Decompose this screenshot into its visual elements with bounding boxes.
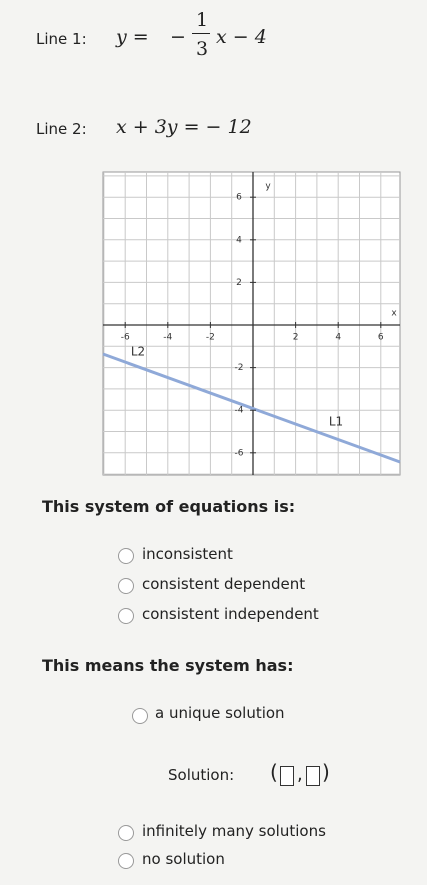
option: no solution [142,850,225,868]
option: consistent dependent [142,575,306,593]
line2-label: Line 2: [36,120,87,138]
comma: , [297,764,303,785]
x-tick-label: -4 [163,333,172,343]
radio-button[interactable] [118,608,134,624]
y-tick-label: 2 [236,278,242,288]
line-label: L1 [329,415,343,429]
x-axis-label: x [391,309,397,319]
fraction-bar [192,33,210,34]
x-tick-label: -6 [121,333,130,343]
y-input[interactable] [306,766,320,786]
radio-button[interactable] [118,578,134,594]
line1-sign: − [170,26,186,48]
x-tick-label: -2 [206,333,215,343]
radio-button[interactable] [132,708,148,724]
y-tick-label: -2 [235,363,244,373]
question1-prompt: This system of equations is: [42,497,296,516]
question2-prompt: This means the system has: [42,656,294,675]
line1-label: Line 1: [36,30,87,48]
option: consistent independent [142,605,319,623]
line1-lhs: y = [116,26,149,48]
line1-denominator: 3 [196,38,209,60]
line2-equation: x + 3y = − 12 [116,116,252,138]
solution-label: Solution: [168,766,235,784]
radio-button[interactable] [118,853,134,869]
y-tick-label: -4 [235,406,244,416]
paren-close: ) [322,760,330,784]
x-tick-label: 4 [335,333,341,343]
option: infinitely many solutions [142,822,326,840]
option: inconsistent [142,545,233,563]
y-axis-label: y [265,182,271,192]
graphed-line [102,352,401,464]
line-label: L2 [131,345,145,359]
y-tick-label: 6 [236,193,242,203]
x-input[interactable] [280,766,294,786]
x-tick-label: 6 [378,333,384,343]
line1-rhs: x − 4 [216,26,267,48]
option: a unique solution [155,704,285,722]
y-tick-label: 4 [236,235,242,245]
paren-open: ( [270,760,278,784]
x-tick-label: 2 [293,333,299,343]
y-tick-label: -6 [235,448,244,458]
radio-button[interactable] [118,548,134,564]
graph-frame [102,171,401,476]
line1-numerator: 1 [196,9,209,31]
graph: y x L2 L1 -6 -4 -2 2 4 6 6 4 2 -2 -4 -6 [102,171,401,476]
radio-button[interactable] [118,825,134,841]
